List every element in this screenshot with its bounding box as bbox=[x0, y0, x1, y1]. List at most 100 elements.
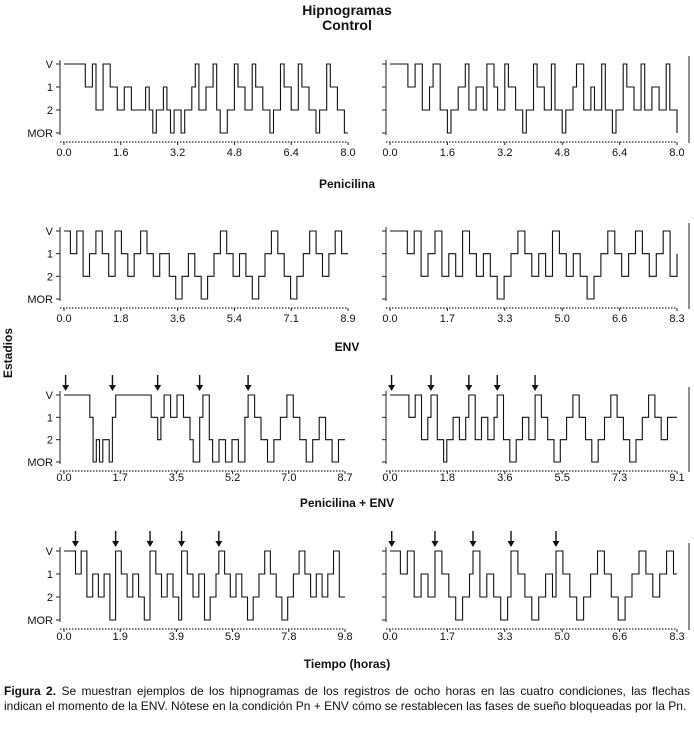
hypnogram-trace bbox=[390, 550, 677, 621]
y-tick-label: 2 bbox=[47, 105, 53, 117]
hypnogram-trace bbox=[64, 550, 345, 621]
y-tick-label: 2 bbox=[47, 435, 53, 447]
x-tick-label: 7.8 bbox=[281, 631, 296, 643]
hypnogram-panel-4: 0.0 1.7 3.3 5.0 6.6 8.3 bbox=[382, 223, 690, 325]
env-arrow-head bbox=[465, 385, 473, 391]
x-tick-label: 1.7 bbox=[113, 472, 128, 484]
x-tick-label: 0.0 bbox=[56, 631, 71, 643]
x-tick-label: 8.7 bbox=[337, 472, 352, 484]
x-tick-label: 0.0 bbox=[56, 472, 71, 484]
x-tick-label: 8.3 bbox=[669, 313, 684, 325]
env-arrow-head bbox=[469, 541, 477, 547]
x-tick-label: 1.8 bbox=[440, 472, 455, 484]
section-title-penicilina: Penicilina bbox=[318, 177, 376, 191]
x-tick-label: 3.2 bbox=[497, 147, 512, 159]
figure-caption: Figura 2. Se muestran ejemplos de los hi… bbox=[4, 684, 690, 714]
x-tick-label: 4.8 bbox=[555, 147, 570, 159]
x-tick-label: 4.8 bbox=[227, 147, 242, 159]
env-arrow-head bbox=[62, 385, 70, 391]
env-arrow-head bbox=[244, 385, 252, 391]
x-tick-label: 6.6 bbox=[612, 313, 627, 325]
y-tick-label: V bbox=[46, 59, 54, 71]
hypnogram-panel-6: 0.0 1.8 3.6 5.5 7.3 9.1 bbox=[382, 375, 690, 484]
x-tick-label: 3.6 bbox=[497, 472, 512, 484]
x-axis-label: Tiempo (horas) bbox=[303, 657, 391, 671]
x-tick-label: 8.3 bbox=[669, 631, 684, 643]
x-tick-label: 6.6 bbox=[612, 631, 627, 643]
x-tick-label: 0.0 bbox=[382, 147, 397, 159]
x-tick-label: 5.0 bbox=[555, 313, 570, 325]
x-tick-label: 5.4 bbox=[227, 313, 242, 325]
figure-title: Hipnogramas bbox=[302, 2, 392, 18]
x-tick-label: 3.6 bbox=[170, 313, 185, 325]
env-arrow-head bbox=[388, 541, 396, 547]
x-tick-label: 5.9 bbox=[225, 631, 240, 643]
x-tick-label: 3.2 bbox=[170, 147, 185, 159]
hypnogram-trace bbox=[64, 63, 348, 134]
x-tick-label: 1.9 bbox=[113, 631, 128, 643]
y-tick-label: 1 bbox=[47, 412, 53, 424]
x-tick-label: 3.3 bbox=[497, 313, 512, 325]
env-arrow-head bbox=[388, 385, 396, 391]
env-arrow-head bbox=[431, 541, 439, 547]
x-tick-label: 1.6 bbox=[440, 147, 455, 159]
x-tick-label: 3.9 bbox=[169, 631, 184, 643]
x-tick-label: 7.1 bbox=[284, 313, 299, 325]
hypnogram-trace bbox=[390, 394, 677, 463]
x-tick-label: 8.0 bbox=[340, 147, 355, 159]
y-tick-label: MOR bbox=[27, 128, 53, 140]
env-arrow-head bbox=[427, 385, 435, 391]
x-tick-label: 5.5 bbox=[555, 472, 570, 484]
x-tick-label: 0.0 bbox=[382, 631, 397, 643]
caption-text: Se muestran ejemplos de los hipnogramas … bbox=[4, 684, 690, 713]
x-tick-label: 5.2 bbox=[225, 472, 240, 484]
hypnogram-panel-2: 0.0 1.6 3.2 4.8 6.4 8.0 bbox=[382, 56, 690, 159]
env-arrow-head bbox=[112, 541, 120, 547]
x-tick-label: 1.7 bbox=[440, 631, 455, 643]
env-arrow-head bbox=[215, 541, 223, 547]
env-arrow-head bbox=[552, 541, 560, 547]
x-tick-label: 3.5 bbox=[169, 472, 184, 484]
env-arrow-head bbox=[108, 385, 116, 391]
hypnogram-panel-8: 0.0 1.7 3.3 5.0 6.6 8.3 bbox=[382, 531, 690, 643]
x-tick-label: 9.8 bbox=[337, 631, 352, 643]
env-arrow-head bbox=[178, 541, 186, 547]
hypnogram-trace bbox=[390, 63, 678, 134]
y-tick-label: 1 bbox=[47, 249, 53, 261]
env-arrow-head bbox=[531, 385, 539, 391]
x-tick-label: 0.0 bbox=[382, 472, 397, 484]
x-tick-label: 3.3 bbox=[497, 631, 512, 643]
x-tick-label: 0.0 bbox=[382, 313, 397, 325]
x-tick-label: 8.0 bbox=[669, 147, 684, 159]
env-arrow-head bbox=[196, 385, 204, 391]
hypnogram-trace bbox=[64, 230, 348, 300]
y-tick-label: 2 bbox=[47, 271, 53, 283]
x-tick-label: 8.9 bbox=[340, 313, 355, 325]
env-arrow-head bbox=[493, 385, 501, 391]
x-tick-label: 6.4 bbox=[284, 147, 299, 159]
section-title-control: Control bbox=[322, 17, 372, 33]
hypnogram-trace bbox=[64, 394, 345, 463]
section-title-env: ENV bbox=[334, 340, 360, 354]
caption-label: Figura 2. bbox=[4, 684, 57, 698]
y-tick-label: V bbox=[46, 390, 54, 402]
hypnogram-trace bbox=[390, 230, 678, 300]
x-tick-label: 0.0 bbox=[56, 147, 71, 159]
y-tick-label: MOR bbox=[27, 294, 53, 306]
env-arrow-head bbox=[154, 385, 162, 391]
x-tick-label: 7.3 bbox=[612, 472, 627, 484]
x-tick-label: 1.7 bbox=[440, 313, 455, 325]
y-tick-label: 1 bbox=[47, 82, 53, 94]
env-arrow-head bbox=[146, 541, 154, 547]
x-tick-label: 5.0 bbox=[555, 631, 570, 643]
y-tick-label: 2 bbox=[47, 592, 53, 604]
env-arrow-head bbox=[507, 541, 515, 547]
x-tick-label: 0.0 bbox=[56, 313, 71, 325]
x-tick-label: 1.8 bbox=[113, 313, 128, 325]
y-tick-label: 1 bbox=[47, 569, 53, 581]
section-title-penicilina-env: Penicilina + ENV bbox=[299, 496, 395, 510]
